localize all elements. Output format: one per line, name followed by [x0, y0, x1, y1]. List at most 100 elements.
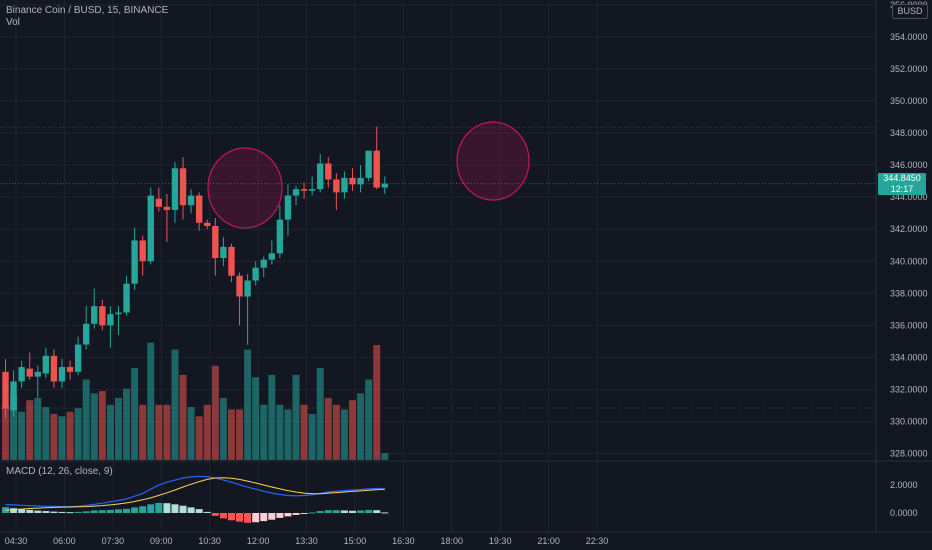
candle-body: [365, 150, 372, 178]
time-tick-label: 07:30: [102, 536, 125, 546]
candle-body: [123, 283, 130, 313]
price-tick-label: 352.0000: [890, 64, 928, 74]
macd-histogram-bar: [219, 513, 227, 519]
macd-histogram-bar: [163, 503, 171, 513]
price-tick-label: 334.0000: [890, 352, 928, 362]
time-tick-label: 22:30: [586, 536, 609, 546]
macd-histogram-bar: [268, 513, 276, 520]
volume-bar: [324, 397, 332, 460]
macd-histogram-bar: [171, 504, 179, 513]
macd-histogram-bar: [131, 507, 139, 513]
time-tick-label: 21:00: [537, 536, 560, 546]
volume-bar: [147, 342, 155, 460]
volume-bar: [187, 407, 195, 460]
highlight-circle-right: [456, 121, 530, 201]
volume-bar: [66, 411, 74, 460]
price-tick-label: 348.0000: [890, 128, 928, 138]
price-tick-label: 332.0000: [890, 384, 928, 394]
candle-body: [212, 225, 219, 259]
volume-bar: [106, 404, 114, 460]
macd-histogram-bar: [82, 511, 90, 513]
countdown-timer: 12:17: [890, 184, 914, 194]
macd-histogram-bar: [308, 512, 316, 514]
candle-body: [317, 163, 324, 190]
macd-histogram-bar: [236, 513, 244, 522]
volume-bar: [381, 453, 389, 460]
currency-button[interactable]: BUSD: [892, 4, 928, 19]
candle-body: [26, 368, 33, 377]
candle-body: [115, 312, 122, 315]
volume-bar: [365, 379, 373, 460]
macd-histogram-bar: [373, 510, 381, 513]
candle-body: [34, 371, 41, 377]
time-tick-label: 15:00: [344, 536, 367, 546]
highlight-circle-left: [207, 147, 283, 229]
volume-bar: [123, 388, 131, 460]
macd-histogram-bar: [155, 502, 163, 513]
candle-body: [325, 163, 332, 180]
price-tick-label: 336.0000: [890, 320, 928, 330]
macd-histogram-bar: [316, 511, 324, 513]
volume-bar: [252, 377, 260, 460]
volume-bar: [42, 407, 50, 460]
macd-histogram-bar: [106, 509, 114, 513]
candle-body: [349, 177, 356, 185]
price-tick-label: 350.0000: [890, 96, 928, 106]
current-price-label: 344.8450 12:17: [878, 173, 926, 195]
macd-histogram-bar: [300, 513, 308, 514]
macd-label: MACD (12, 26, close, 9): [6, 466, 113, 477]
candle-body: [83, 323, 90, 345]
candle-body: [333, 179, 340, 193]
candle-body: [300, 189, 308, 191]
macd-histogram-bar: [34, 510, 42, 513]
macd-histogram-bar: [211, 513, 219, 516]
volume-bar: [340, 409, 348, 460]
time-tick-label: 09:00: [150, 536, 173, 546]
signal-line: [5, 477, 385, 511]
time-tick-label: 12:00: [247, 536, 270, 546]
macd-histogram-bar: [284, 513, 292, 517]
macd-histogram-bar: [324, 510, 332, 513]
macd-histogram-bar: [227, 513, 235, 521]
volume-bar: [26, 400, 34, 460]
volume-bar: [227, 409, 235, 460]
candle-body: [228, 246, 235, 276]
candle-body: [284, 195, 292, 220]
volume-bar: [171, 349, 179, 460]
time-tick-label: 16:30: [392, 536, 415, 546]
macd-tick-label: 0.0000: [890, 508, 918, 518]
macd-histogram-bar: [203, 511, 211, 513]
symbol-title: Binance Coin / BUSD, 15, BINANCE: [6, 5, 169, 16]
price-tick-label: 342.0000: [890, 224, 928, 234]
volume-bar: [268, 374, 276, 460]
macd-histogram-bar: [260, 513, 268, 522]
candle-body: [50, 355, 58, 382]
candle-body: [163, 206, 171, 210]
volume-bar: [2, 404, 9, 460]
macd-histogram-bar: [332, 510, 340, 513]
price-tick-label: 346.0000: [890, 160, 928, 170]
candle-body: [292, 189, 300, 196]
highlight-circles: [207, 121, 530, 229]
current-price-value: 344.8450: [883, 173, 921, 183]
volume-bar: [98, 391, 106, 460]
volume-bar: [82, 379, 90, 460]
volume-bar: [316, 368, 324, 460]
macd-histogram-bar: [50, 511, 58, 513]
candle-body: [268, 253, 276, 260]
time-tick-label: 10:30: [198, 536, 221, 546]
macd-histogram-bar: [66, 512, 74, 514]
time-tick-label: 04:30: [5, 536, 28, 546]
macd-histogram-bar: [292, 513, 300, 515]
volume-bar: [195, 416, 203, 460]
candle-body: [18, 367, 25, 382]
volume-bar: [276, 404, 284, 460]
candle-body: [58, 367, 66, 382]
price-tick-label: 354.0000: [890, 32, 928, 42]
volume-bar: [236, 409, 244, 460]
volume-bar: [203, 404, 211, 460]
candle-body: [220, 246, 227, 259]
